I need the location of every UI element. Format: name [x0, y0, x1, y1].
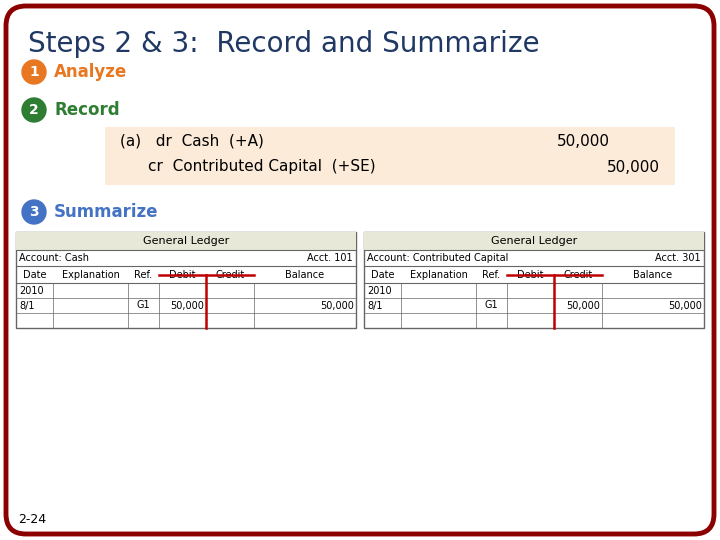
Text: G1: G1 — [485, 300, 498, 310]
Text: 50,000: 50,000 — [566, 300, 600, 310]
Text: 50,000: 50,000 — [607, 159, 660, 174]
Text: Date: Date — [23, 269, 47, 280]
Text: Analyze: Analyze — [54, 63, 127, 81]
Text: 1: 1 — [29, 65, 39, 79]
Text: Ref.: Ref. — [482, 269, 500, 280]
Text: 2: 2 — [29, 103, 39, 117]
Text: 2010: 2010 — [367, 286, 392, 295]
Text: 3: 3 — [30, 205, 39, 219]
Text: Debit: Debit — [169, 269, 196, 280]
Text: Debit: Debit — [518, 269, 544, 280]
Text: Record: Record — [54, 101, 120, 119]
Text: 50,000: 50,000 — [320, 300, 354, 310]
Bar — [364, 232, 704, 328]
Text: Account: Contributed Capital: Account: Contributed Capital — [367, 253, 508, 263]
Text: Explanation: Explanation — [410, 269, 468, 280]
Text: 50,000: 50,000 — [668, 300, 702, 310]
Text: Credit: Credit — [215, 269, 245, 280]
Text: Balance: Balance — [634, 269, 672, 280]
Text: 2-24: 2-24 — [18, 513, 46, 526]
Text: Acct. 301: Acct. 301 — [655, 253, 701, 263]
Text: Balance: Balance — [285, 269, 325, 280]
Bar — [105, 127, 675, 185]
Text: Account: Cash: Account: Cash — [19, 253, 89, 263]
Text: Acct. 101: Acct. 101 — [307, 253, 353, 263]
Text: Explanation: Explanation — [62, 269, 120, 280]
Text: 50,000: 50,000 — [171, 300, 204, 310]
Bar — [364, 232, 704, 250]
Text: 2010: 2010 — [19, 286, 44, 295]
Text: 8/1: 8/1 — [367, 300, 382, 310]
Circle shape — [22, 200, 46, 224]
Circle shape — [22, 98, 46, 122]
Text: (a)   dr  Cash  (+A): (a) dr Cash (+A) — [120, 133, 264, 148]
FancyBboxPatch shape — [6, 6, 714, 534]
Circle shape — [22, 60, 46, 84]
Bar — [16, 232, 356, 250]
Text: Summarize: Summarize — [54, 203, 158, 221]
Bar — [16, 232, 356, 328]
Text: 50,000: 50,000 — [557, 133, 610, 148]
Text: Ref.: Ref. — [135, 269, 153, 280]
Text: General Ledger: General Ledger — [143, 236, 229, 246]
Text: Date: Date — [371, 269, 395, 280]
Text: 8/1: 8/1 — [19, 300, 35, 310]
Text: General Ledger: General Ledger — [491, 236, 577, 246]
Text: G1: G1 — [137, 300, 150, 310]
Text: Credit: Credit — [564, 269, 593, 280]
Text: Steps 2 & 3:  Record and Summarize: Steps 2 & 3: Record and Summarize — [28, 30, 539, 58]
Text: cr  Contributed Capital  (+SE): cr Contributed Capital (+SE) — [148, 159, 376, 174]
